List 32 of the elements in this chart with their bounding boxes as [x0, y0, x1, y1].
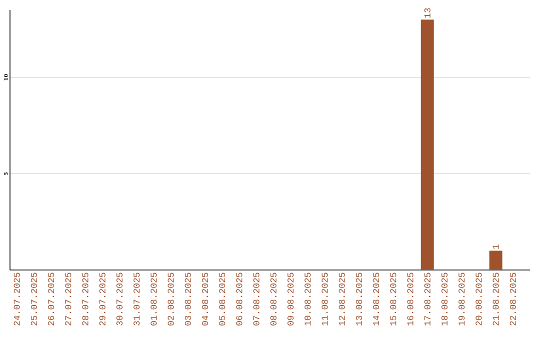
x-tick-label: 13.08.2025 [356, 272, 362, 326]
x-tick-label: 21.08.2025 [492, 272, 499, 326]
x-tick-label: 22.08.2025 [510, 272, 516, 326]
x-tick-label: 31.07.2025 [134, 272, 140, 326]
x-tick-label: 10.08.2025 [304, 272, 311, 326]
x-tick-label: 16.08.2025 [407, 272, 414, 326]
x-tick-label: 30.07.2025 [116, 272, 123, 326]
x-tick-label: 07.08.2025 [253, 272, 260, 326]
x-tick-label: 20.08.2025 [476, 272, 482, 326]
x-tick-label: 08.08.2025 [270, 272, 276, 326]
x-tick-label: 17.08.2025 [424, 272, 430, 326]
x-tick-label: 15.08.2025 [390, 272, 396, 326]
x-tick-label: 01.08.2025 [150, 272, 157, 326]
x-tick-label: 25.07.2025 [30, 272, 37, 326]
x-tick-label: 29.07.2025 [99, 272, 106, 326]
x-tick-label: 24.07.2025 [14, 272, 20, 326]
data-label: 1 [492, 244, 499, 249]
x-tick-label: 09.08.2025 [287, 272, 294, 326]
x-tick-label: 03.08.2025 [184, 272, 191, 326]
x-tick-label: 28.07.2025 [82, 272, 88, 326]
x-tick-label: 27.07.2025 [65, 272, 72, 326]
x-tick-label: 14.08.2025 [373, 272, 380, 326]
x-tick-label: 06.08.2025 [236, 272, 242, 326]
x-tick-label: 26.07.2025 [48, 272, 54, 326]
x-tick-label: 05.08.2025 [219, 272, 226, 326]
x-tick-label: 04.08.2025 [202, 272, 208, 326]
x-tick-label: 19.08.2025 [458, 272, 465, 326]
x-tick-label: 02.08.2025 [168, 272, 174, 326]
data-label: 13 [424, 8, 430, 18]
x-tick-label: 11.08.2025 [322, 272, 328, 326]
x-tick-label: 18.08.2025 [441, 272, 448, 326]
x-tick-label: 12.08.2025 [338, 272, 345, 326]
